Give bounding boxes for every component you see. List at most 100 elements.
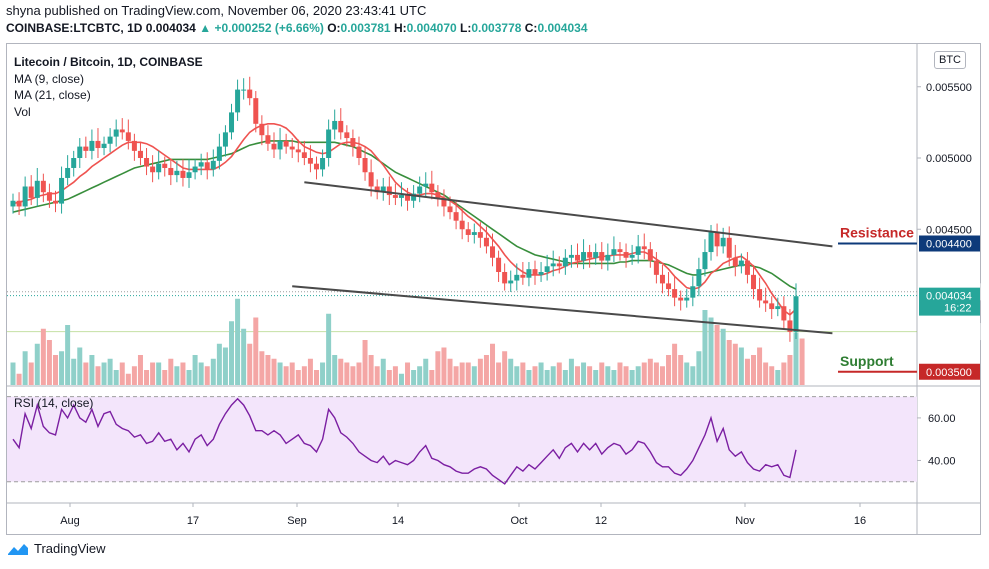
volume-bar (708, 317, 714, 385)
candle-body (320, 158, 326, 170)
candle-body (392, 195, 398, 198)
volume-bar (326, 313, 332, 385)
candle-body (235, 89, 241, 113)
legend-ma21[interactable]: MA (21, close) (14, 88, 91, 102)
volume-bar (471, 366, 477, 385)
volume-bar (508, 358, 514, 385)
candle-body (241, 89, 247, 91)
volume-bar (192, 355, 198, 385)
candle-body (162, 163, 168, 168)
volume-bar (623, 366, 629, 385)
volume-bar (386, 370, 392, 385)
volume-bar (411, 370, 417, 385)
upper-channel-line (304, 181, 833, 248)
candle-body (344, 132, 350, 139)
volume-bar (247, 343, 253, 385)
price-tag (919, 235, 980, 252)
currency-badge[interactable]: BTC (934, 51, 966, 69)
volume-bar (65, 325, 71, 385)
price-tag (918, 323, 981, 341)
lower-channel-line (292, 285, 833, 335)
volume-bar (447, 358, 453, 385)
ohlc-bar: COINBASE:LTCBTC, 1D 0.004034 ▲ +0.000252… (6, 21, 588, 35)
candle-body (295, 149, 301, 153)
volume-bar (320, 362, 326, 385)
volume-bar (544, 370, 550, 385)
candle-body (301, 152, 307, 158)
volume-bar (101, 362, 107, 385)
volume-bar (696, 351, 702, 385)
candle-body (605, 254, 611, 261)
volume-bar (611, 370, 617, 385)
volume-bar (59, 351, 65, 385)
candle-body (490, 246, 496, 258)
candle-body (59, 177, 65, 204)
candle-body (125, 132, 131, 141)
candle-body (405, 195, 411, 201)
volume-bar (556, 362, 562, 385)
candle-body (265, 135, 271, 144)
rsi-tick-label: 40.00 (928, 455, 956, 467)
volume-bar (362, 340, 368, 385)
volume-bar (526, 370, 532, 385)
candle-body (192, 166, 198, 173)
candle-body (411, 193, 417, 201)
publish-info: shyna published on TradingView.com, Nove… (6, 3, 427, 18)
candle-body (283, 140, 289, 147)
volume-bar (95, 366, 101, 385)
time-tick-label: Nov (735, 515, 755, 527)
price-tag-label: 0.003500 (926, 367, 972, 379)
candle-body (672, 289, 678, 298)
volume-bar (581, 362, 587, 385)
candle-body (587, 252, 593, 258)
candle-body (593, 252, 599, 258)
price-tag-label: 16:22 (944, 303, 972, 315)
candle-body (641, 246, 647, 250)
volume-bar (150, 362, 156, 385)
candle-body (556, 263, 562, 267)
candle-body (180, 170, 186, 178)
candle-body (131, 140, 137, 151)
candle-body (253, 98, 259, 124)
candle-body (599, 252, 605, 261)
volume-bar (738, 347, 744, 385)
candle-body (350, 138, 356, 147)
volume-bar (465, 362, 471, 385)
candle-body (508, 280, 514, 284)
volume-bar (137, 355, 143, 385)
volume-bar (332, 355, 338, 385)
volume-bar (210, 358, 216, 385)
rsi-tick-label: 60.00 (928, 413, 956, 425)
volume-bar (629, 370, 635, 385)
candle-body (46, 192, 52, 201)
tradingview-logo[interactable]: TradingView (7, 541, 106, 556)
volume-bar (483, 355, 489, 385)
volume-bar (156, 362, 162, 385)
volume-bar (459, 362, 465, 385)
brand-name: TradingView (34, 541, 106, 556)
candle-body (380, 186, 386, 193)
volume-bar (241, 328, 247, 385)
candle-body (210, 160, 216, 170)
price-tick-label: 0.005000 (926, 153, 972, 165)
candle-body (435, 192, 441, 198)
candle-body (65, 167, 71, 178)
volume-bar (659, 366, 665, 385)
candle-body (441, 197, 447, 207)
volume-bar (344, 362, 350, 385)
candle-body (678, 297, 684, 301)
legend-ma9[interactable]: MA (9, close) (14, 71, 85, 86)
candle-body (647, 249, 653, 261)
candle-body (119, 129, 125, 133)
volume-bar (435, 351, 441, 385)
volume-bar (174, 366, 180, 385)
time-tick-label: 14 (392, 515, 404, 527)
volume-bar (16, 373, 22, 385)
candle-body (471, 232, 477, 235)
close-label: C: (524, 21, 538, 35)
rsi-legend[interactable]: RSI (14, close) (14, 396, 94, 410)
candle-body (398, 195, 404, 198)
candle-body (769, 303, 775, 310)
legend-volume[interactable]: Vol (14, 104, 31, 119)
